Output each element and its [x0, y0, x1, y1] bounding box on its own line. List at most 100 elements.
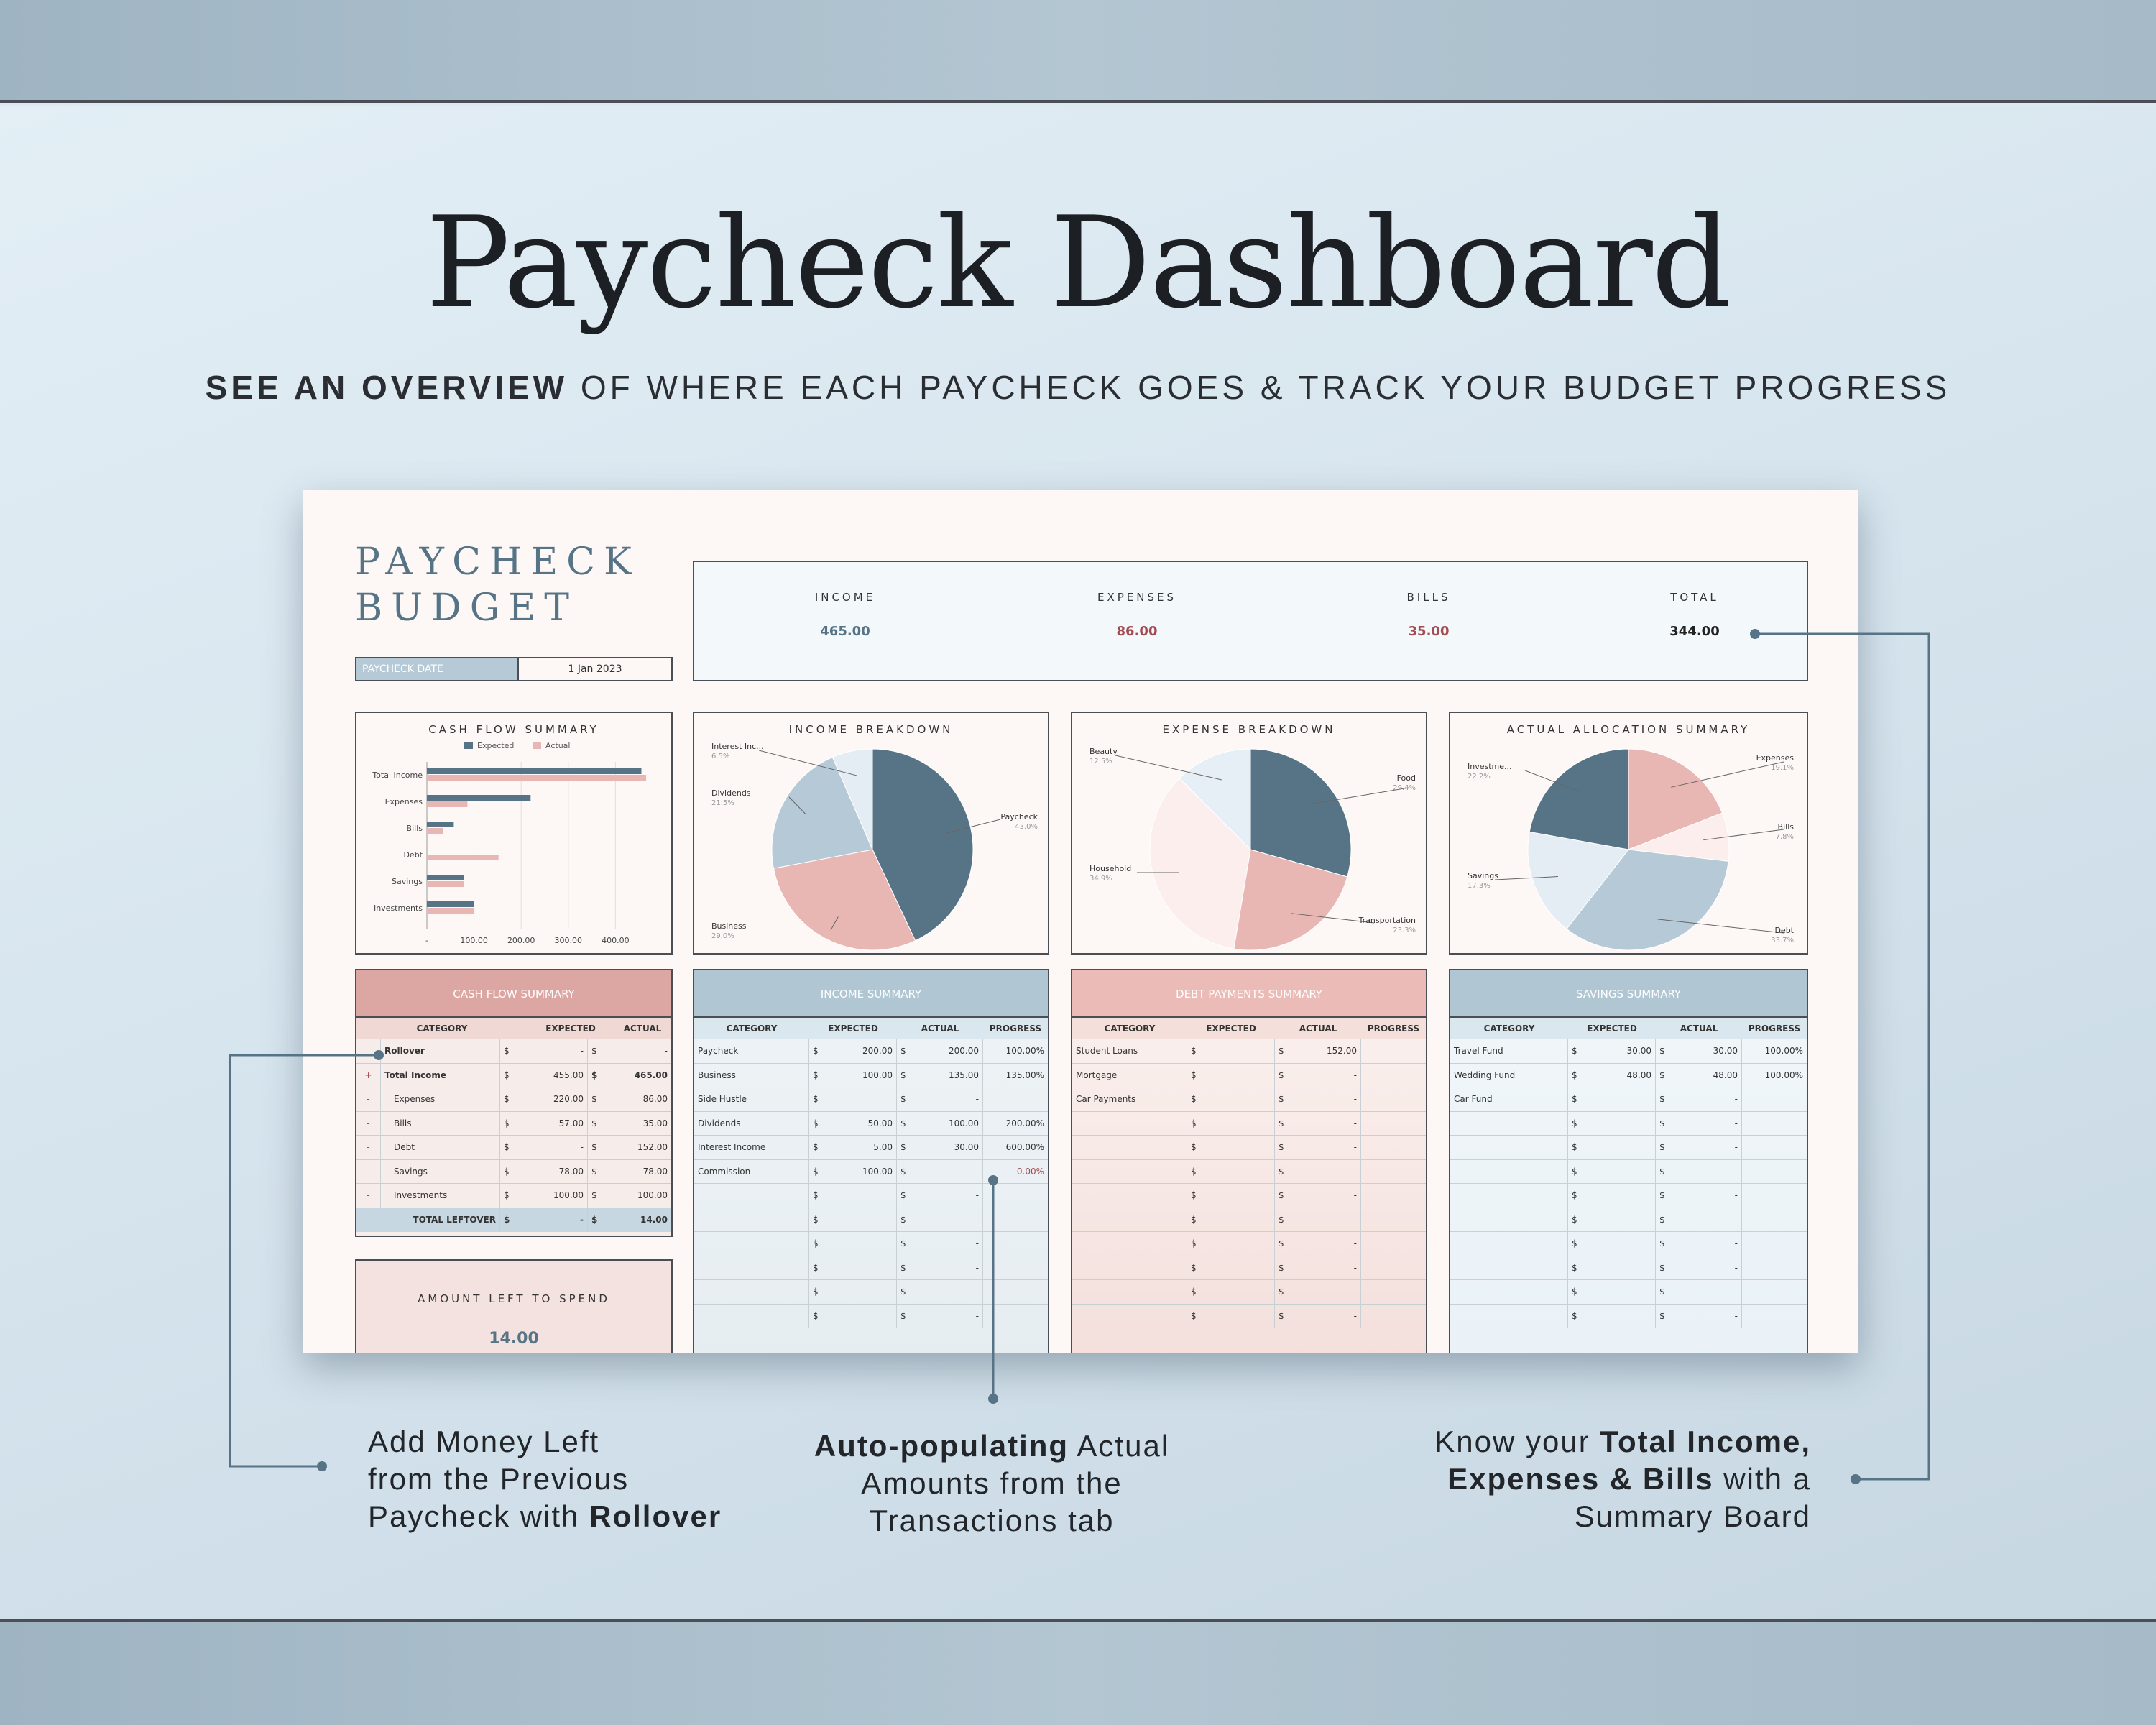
- table-cell[interactable]: [1072, 1304, 1187, 1328]
- table-cell[interactable]: $: [1568, 1136, 1656, 1159]
- table-cell[interactable]: [1450, 1184, 1568, 1208]
- table-cell[interactable]: $ -: [1656, 1208, 1742, 1231]
- table-cell[interactable]: $: [1568, 1159, 1656, 1183]
- table-cell[interactable]: $ -: [897, 1087, 983, 1111]
- table-cell[interactable]: Savings: [381, 1159, 500, 1183]
- table-cell[interactable]: $ -: [1275, 1063, 1361, 1087]
- table-cell[interactable]: $455.00: [500, 1063, 588, 1087]
- table-cell[interactable]: -: [356, 1159, 381, 1183]
- table-cell[interactable]: $ -: [1275, 1304, 1361, 1328]
- table-cell[interactable]: [1072, 1208, 1187, 1231]
- table-cell[interactable]: $ -: [1656, 1232, 1742, 1256]
- table-cell[interactable]: $ -: [1275, 1159, 1361, 1183]
- table-cell[interactable]: $ -: [500, 1039, 588, 1063]
- table-cell[interactable]: $57.00: [500, 1111, 588, 1135]
- table-cell[interactable]: $: [809, 1184, 897, 1208]
- table-cell[interactable]: Expenses: [381, 1087, 500, 1111]
- table-cell[interactable]: [694, 1280, 809, 1304]
- table-cell[interactable]: Total Income: [381, 1063, 500, 1087]
- table-cell[interactable]: Debt: [381, 1136, 500, 1159]
- table-cell[interactable]: $30.00: [1656, 1039, 1742, 1063]
- table-cell[interactable]: $: [1187, 1136, 1275, 1159]
- table-cell[interactable]: $: [809, 1208, 897, 1231]
- table-cell[interactable]: $ -: [1656, 1087, 1742, 1111]
- table-cell[interactable]: $: [1568, 1232, 1656, 1256]
- table-cell[interactable]: $: [1187, 1159, 1275, 1183]
- table-cell[interactable]: [1450, 1280, 1568, 1304]
- table-cell[interactable]: $100.00: [500, 1184, 588, 1208]
- table-cell[interactable]: [1450, 1304, 1568, 1328]
- table-cell[interactable]: [1450, 1232, 1568, 1256]
- table-cell[interactable]: -: [356, 1136, 381, 1159]
- table-cell[interactable]: $ -: [897, 1304, 983, 1328]
- table-cell[interactable]: Dividends: [694, 1111, 809, 1135]
- table-cell[interactable]: $ -: [1656, 1159, 1742, 1183]
- table-cell[interactable]: $ -: [897, 1184, 983, 1208]
- table-cell[interactable]: $100.00: [809, 1159, 897, 1183]
- table-cell[interactable]: $: [1568, 1304, 1656, 1328]
- table-cell[interactable]: $ -: [1275, 1208, 1361, 1231]
- table-cell[interactable]: [1450, 1256, 1568, 1279]
- table-cell[interactable]: Wedding Fund: [1450, 1063, 1568, 1087]
- table-cell[interactable]: $: [1568, 1184, 1656, 1208]
- table-cell[interactable]: $: [1187, 1208, 1275, 1231]
- table-cell[interactable]: Paycheck: [694, 1039, 809, 1063]
- table-cell[interactable]: $ -: [897, 1208, 983, 1231]
- table-cell[interactable]: $ -: [897, 1232, 983, 1256]
- table-cell[interactable]: [1450, 1208, 1568, 1231]
- table-cell[interactable]: $200.00: [809, 1039, 897, 1063]
- table-cell[interactable]: $: [1568, 1256, 1656, 1279]
- table-cell[interactable]: $86.00: [591, 1094, 668, 1105]
- table-cell[interactable]: $ -: [1656, 1136, 1742, 1159]
- table-cell[interactable]: $: [809, 1232, 897, 1256]
- table-cell[interactable]: $ -: [1656, 1184, 1742, 1208]
- table-cell[interactable]: Investments: [381, 1184, 500, 1208]
- table-cell[interactable]: $ -: [1656, 1256, 1742, 1279]
- table-cell[interactable]: $152.00: [1275, 1039, 1361, 1063]
- table-cell[interactable]: Side Hustle: [694, 1087, 809, 1111]
- table-cell[interactable]: $: [1187, 1256, 1275, 1279]
- table-cell[interactable]: $ -: [1275, 1232, 1361, 1256]
- table-cell[interactable]: -: [356, 1184, 381, 1208]
- table-cell[interactable]: $: [1568, 1087, 1656, 1111]
- table-cell[interactable]: $: [1568, 1208, 1656, 1231]
- table-cell[interactable]: $48.00: [1656, 1063, 1742, 1087]
- table-cell[interactable]: [1072, 1159, 1187, 1183]
- table-cell[interactable]: $ -: [1275, 1184, 1361, 1208]
- table-cell[interactable]: $: [1187, 1063, 1275, 1087]
- table-cell[interactable]: [1072, 1111, 1187, 1135]
- table-cell[interactable]: Commission: [694, 1159, 809, 1183]
- table-cell[interactable]: $: [1187, 1304, 1275, 1328]
- table-cell[interactable]: [1450, 1159, 1568, 1183]
- table-cell[interactable]: Student Loans: [1072, 1039, 1187, 1063]
- table-cell[interactable]: $135.00: [897, 1063, 983, 1087]
- table-cell[interactable]: $5.00: [809, 1136, 897, 1159]
- table-cell[interactable]: $ -: [1275, 1136, 1361, 1159]
- table-cell[interactable]: $: [1187, 1087, 1275, 1111]
- table-cell[interactable]: $ -: [1275, 1280, 1361, 1304]
- table-cell[interactable]: $78.00: [591, 1166, 668, 1177]
- table-cell[interactable]: Car Payments: [1072, 1087, 1187, 1111]
- table-cell[interactable]: [1072, 1232, 1187, 1256]
- table-cell[interactable]: [1072, 1136, 1187, 1159]
- table-cell[interactable]: $: [809, 1280, 897, 1304]
- table-cell[interactable]: [694, 1232, 809, 1256]
- table-cell[interactable]: -: [356, 1087, 381, 1111]
- table-cell[interactable]: Mortgage: [1072, 1063, 1187, 1087]
- table-cell[interactable]: $: [1187, 1039, 1275, 1063]
- table-cell[interactable]: [694, 1256, 809, 1279]
- table-cell[interactable]: $465.00: [591, 1070, 668, 1080]
- table-cell[interactable]: 100.00%: [1764, 1046, 1803, 1057]
- table-cell[interactable]: $ -: [1275, 1087, 1361, 1111]
- table-cell[interactable]: 100.00%: [1005, 1046, 1044, 1057]
- table-cell[interactable]: Car Fund: [1450, 1087, 1568, 1111]
- table-cell[interactable]: [694, 1208, 809, 1231]
- table-cell[interactable]: [1450, 1136, 1568, 1159]
- table-cell[interactable]: Travel Fund: [1450, 1039, 1568, 1063]
- table-cell[interactable]: $: [809, 1304, 897, 1328]
- table-cell[interactable]: $ -: [897, 1256, 983, 1279]
- table-cell[interactable]: $100.00: [591, 1190, 668, 1201]
- table-cell[interactable]: -: [356, 1111, 381, 1135]
- paycheck-date-field[interactable]: PAYCHECK DATE 1 Jan 2023: [355, 657, 673, 681]
- table-cell[interactable]: $: [1187, 1111, 1275, 1135]
